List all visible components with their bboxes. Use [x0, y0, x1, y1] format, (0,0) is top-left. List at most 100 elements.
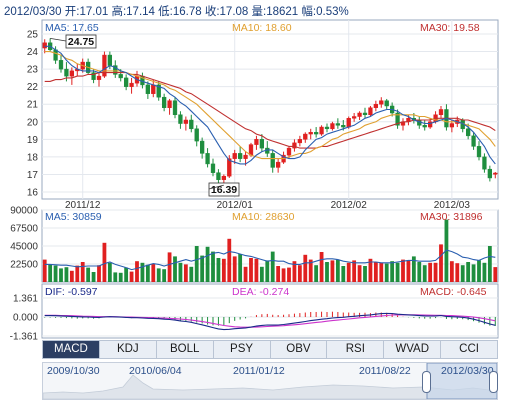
price-panel: [41, 19, 499, 200]
tab-psy[interactable]: PSY: [214, 341, 271, 358]
macd-panel: [41, 283, 499, 339]
volume-bar-10: [97, 265, 101, 282]
x-tick-2: 2012/02: [331, 200, 368, 211]
candle-body-78: [465, 128, 471, 137]
candle-body-38: [248, 144, 254, 156]
volume-bar-34: [227, 238, 232, 282]
volume-bar-55: [341, 266, 346, 282]
tab-rsi[interactable]: RSI: [327, 341, 385, 358]
tab-cci[interactable]: CCI: [459, 343, 479, 355]
candle-body-63: [384, 100, 389, 107]
volume-bar-17: [135, 261, 139, 282]
price-tick-8: 17: [27, 170, 39, 181]
tab-obv[interactable]: OBV: [271, 341, 328, 358]
tab-wvad[interactable]: WVAD: [384, 341, 442, 358]
min-label-leader: [208, 184, 224, 190]
volume-bar-48: [303, 254, 308, 282]
candle-body-23: [167, 100, 172, 108]
volume-bar-6: [75, 265, 80, 282]
navigator-overview: [43, 363, 497, 399]
tab-macd[interactable]: MACD: [43, 341, 100, 358]
volume-bar-58: [357, 265, 362, 282]
candle-body-83: [493, 172, 498, 175]
candle-body-52: [324, 126, 330, 130]
volume-bar-64: [390, 261, 395, 282]
navigator-left-handle[interactable]: [422, 371, 431, 393]
candle-body-82: [487, 168, 493, 179]
macd-tick-0: 1.361: [13, 294, 38, 305]
volume-bar-4: [64, 267, 69, 282]
nav-date-5: 2012/03/30: [441, 365, 494, 377]
x-tick-1: 2012/01: [217, 200, 254, 211]
range-navigator[interactable]: 2009/10/30 2010/06/04 2011/01/12 2011/08…: [42, 362, 498, 400]
volume-bar-69: [417, 262, 422, 282]
candle-body-56: [346, 118, 351, 128]
navigator-selection: [426, 363, 497, 399]
volume-bar-27: [189, 266, 194, 282]
navigator-right-handle[interactable]: [489, 371, 498, 393]
min-label: 16.39: [211, 184, 237, 196]
candle-body-16: [129, 82, 134, 87]
candle-body-5: [69, 70, 75, 77]
volume-bar-40: [259, 266, 264, 282]
volume-bar-83: [493, 267, 498, 282]
candle-body-3: [58, 60, 64, 70]
volume-bar-1: [48, 264, 53, 282]
candle-body-32: [216, 172, 221, 180]
x-tick-0: 2011/12: [65, 200, 101, 211]
volume-bar-57: [352, 260, 357, 282]
volume-bar-2: [53, 265, 58, 282]
volume-bar-30: [205, 246, 210, 282]
candle-body-34: [227, 158, 232, 177]
volume-ma-line: [44, 249, 496, 271]
volume-bar-23: [167, 252, 172, 282]
candle-body-24: [172, 100, 178, 116]
min-label-box: [208, 182, 240, 197]
tab-kdj[interactable]: KDJ: [100, 341, 157, 358]
candle-body-61: [373, 103, 379, 108]
volume-bar-32: [216, 258, 221, 282]
volume-bar-37: [243, 266, 248, 282]
volume-bar-65: [395, 262, 400, 282]
volume-label: 量:: [251, 6, 267, 18]
candle-body-54: [335, 123, 341, 126]
candle-body-49: [308, 132, 313, 135]
volume-bar-80: [477, 260, 481, 282]
price-tick-6: 19: [27, 135, 39, 146]
candle-body-48: [303, 133, 308, 140]
candle-body-73: [438, 109, 444, 116]
quote-date: 2012/03/30: [4, 6, 62, 18]
candle-body-58: [357, 112, 362, 117]
volume-bar-38: [249, 258, 253, 282]
volume-bar-29: [200, 255, 205, 282]
volume-bar-26: [183, 264, 188, 282]
volume-bar-33: [221, 258, 226, 282]
candle-body-27: [189, 119, 194, 130]
volume-bar-46: [292, 261, 297, 282]
volume-bar-81: [482, 262, 487, 282]
volume-bar-51: [319, 252, 324, 282]
volume-bar-42: [270, 251, 275, 282]
candle-body-36: [237, 153, 243, 159]
price-tick-9: 16: [27, 188, 39, 199]
volume-legend-1: MA10: 28630: [232, 211, 295, 223]
price-legend-2: MA30: 19.58: [420, 22, 480, 34]
candle-body-43: [275, 161, 281, 168]
volume-bar-49: [308, 259, 313, 282]
volume-bar-20: [151, 263, 156, 282]
nav-date-3: 2011/01/12: [233, 365, 285, 377]
volume-bar-68: [411, 256, 416, 282]
candle-body-71: [427, 121, 433, 128]
max-label: 24.75: [68, 36, 94, 48]
volume-bar-3: [59, 268, 63, 282]
stock-chart[interactable]: 25 24 23 22 21 20 19 18 17 16 2011/12 2012/01 2012/0…: [0, 0, 505, 340]
nav-date-4: 2011/08/22: [359, 365, 411, 377]
candle-body-75: [449, 123, 455, 128]
candle-body-13: [113, 65, 118, 75]
candle-body-50: [313, 132, 319, 135]
tab-boll[interactable]: BOLL: [157, 341, 214, 358]
low-label: 低:: [158, 6, 173, 18]
candle-body-59: [362, 112, 368, 116]
price-legend-0: MA5: 17.65: [45, 22, 99, 34]
volume-bar-53: [330, 260, 335, 282]
